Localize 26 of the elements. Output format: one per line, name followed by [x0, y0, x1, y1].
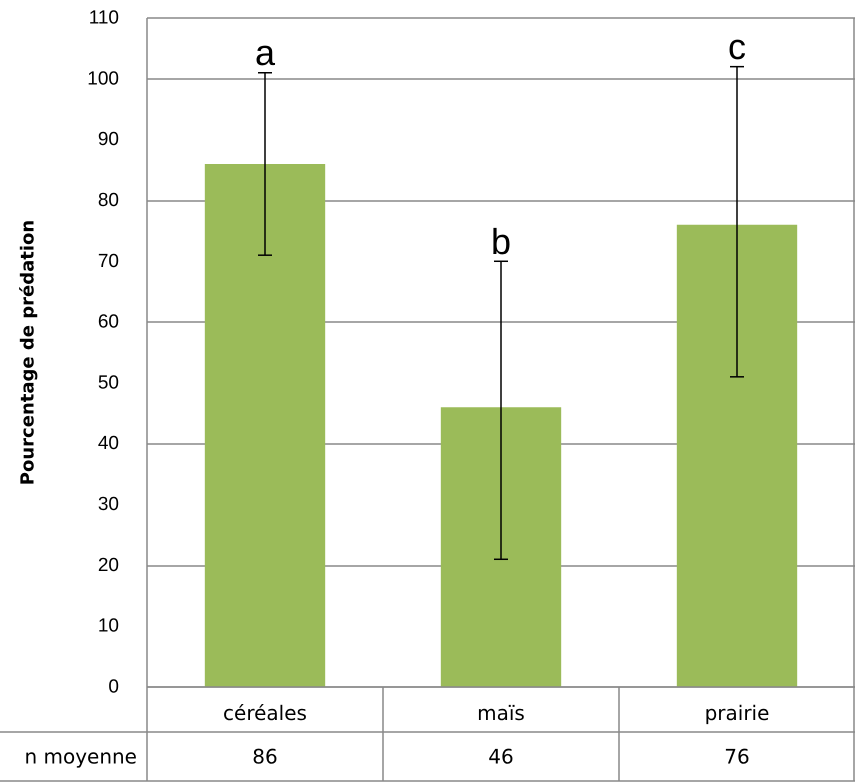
bar — [440, 407, 562, 687]
y-tick-label: 60 — [98, 312, 119, 333]
annotation: c — [728, 26, 746, 68]
y-tick-label: 90 — [98, 129, 119, 150]
y-tick-label: 100 — [87, 68, 119, 90]
annotation: b — [490, 220, 512, 262]
bar — [676, 224, 798, 687]
y-tick-label: 110 — [88, 8, 119, 28]
y-tick-label: 50 — [98, 372, 119, 394]
y-tick-label: 30 — [98, 494, 119, 516]
y-tick-label: 70 — [98, 250, 119, 272]
x-tick-label: maïs — [477, 701, 525, 725]
y-tick-label: 20 — [98, 554, 119, 576]
y-axis-title: Pourcentage de prédation — [18, 220, 38, 486]
data-label: 86 — [252, 744, 278, 768]
x-tick-label: prairie — [704, 701, 770, 725]
data-label: 46 — [488, 744, 514, 768]
y-tick-label: 10 — [98, 616, 119, 637]
y-tick-label: 0 — [108, 676, 119, 698]
y-tick-label: 40 — [98, 433, 119, 454]
bar — [204, 164, 326, 687]
text: n moyenne — [24, 744, 137, 768]
annotation: a — [254, 32, 276, 74]
x-tick-label: céréales — [223, 701, 307, 725]
y-tick-label: 80 — [98, 190, 119, 211]
data-label: 76 — [724, 744, 750, 768]
